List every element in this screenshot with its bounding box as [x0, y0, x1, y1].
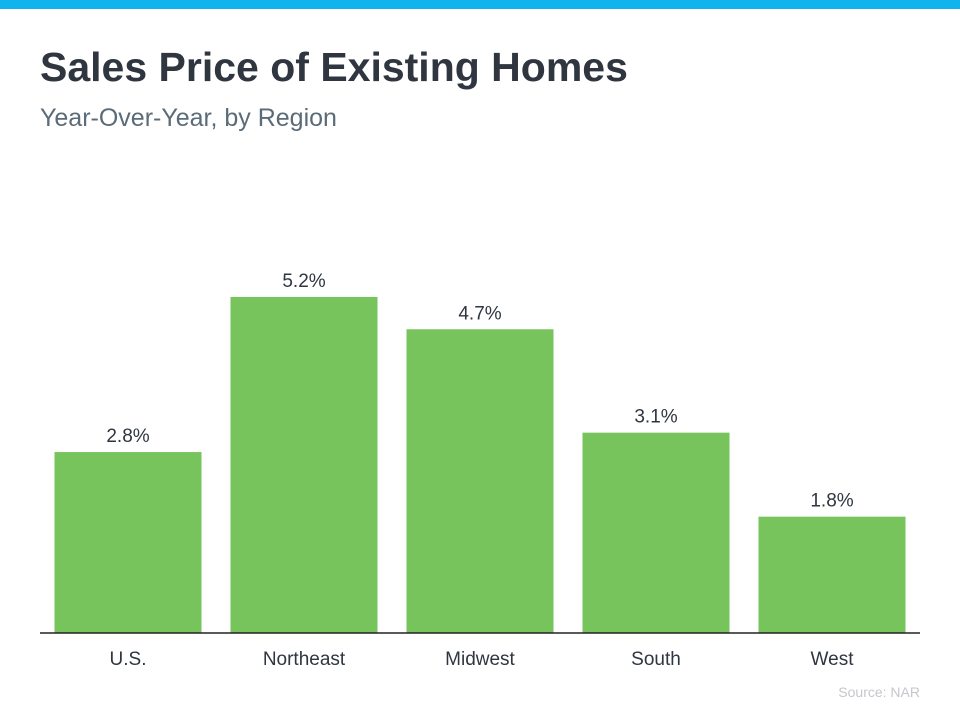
- bar-west: [758, 516, 906, 633]
- data-label: 2.8%: [106, 426, 149, 447]
- bar-midwest: [406, 329, 554, 633]
- source-note: Source: NAR: [838, 684, 920, 700]
- category-label: West: [811, 649, 855, 670]
- top-accent-bar: [0, 0, 960, 9]
- bar-south: [582, 432, 730, 633]
- category-label: Midwest: [445, 649, 515, 670]
- bar-northeast: [230, 296, 378, 633]
- data-label: 3.1%: [634, 407, 677, 428]
- data-label: 5.2%: [282, 271, 325, 292]
- category-label: South: [631, 649, 681, 670]
- category-label: U.S.: [110, 649, 147, 670]
- data-label: 1.8%: [810, 491, 853, 512]
- category-label: Northeast: [263, 649, 346, 670]
- data-label: 4.7%: [458, 303, 501, 324]
- chart-subtitle: Year-Over-Year, by Region: [40, 104, 337, 132]
- chart-title: Sales Price of Existing Homes: [40, 44, 628, 90]
- bar-u-s: [54, 452, 202, 633]
